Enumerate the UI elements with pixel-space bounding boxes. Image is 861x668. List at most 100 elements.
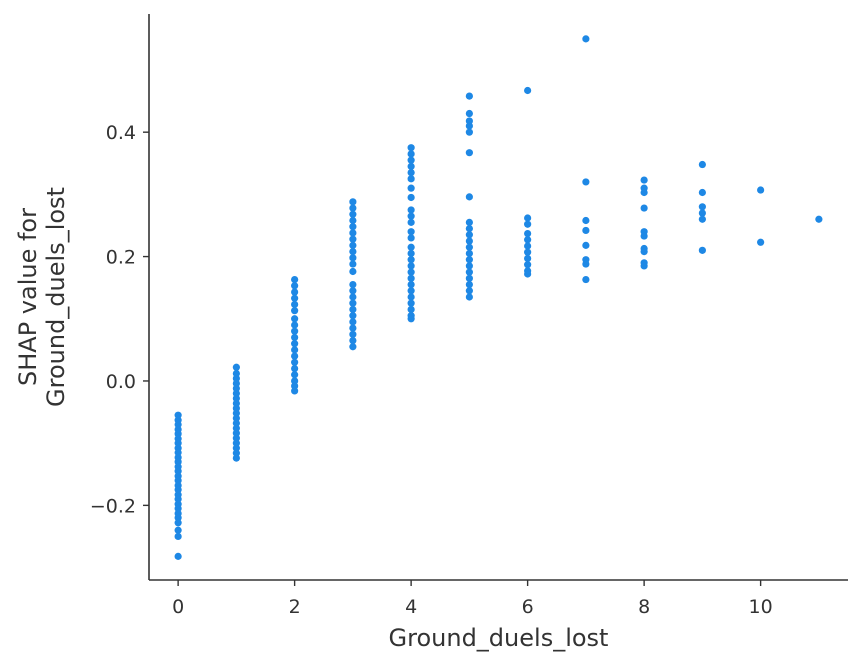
scatter-points (174, 35, 823, 560)
scatter-point (582, 241, 590, 249)
scatter-point (465, 243, 473, 251)
scatter-point (465, 109, 473, 118)
scatter-point (232, 414, 240, 422)
scatter-point (465, 249, 473, 258)
scatter-point (698, 209, 706, 217)
scatter-point (174, 439, 182, 447)
scatter-point (407, 228, 415, 236)
scatter-point (349, 280, 357, 289)
scatter-point (407, 184, 415, 192)
scatter-point (291, 288, 299, 296)
scatter-point (174, 532, 182, 541)
scatter-point (407, 193, 415, 202)
scatter-point (407, 274, 415, 282)
scatter-point (407, 280, 415, 289)
scatter-point (349, 260, 357, 268)
y-tick-label: 0.0 (106, 371, 136, 393)
scatter-point (465, 92, 473, 100)
scatter-point (757, 238, 765, 246)
scatter-point (640, 232, 648, 240)
scatter-point (640, 262, 648, 270)
scatter-point (524, 236, 532, 244)
scatter-point (291, 321, 299, 329)
scatter-point (232, 363, 240, 371)
scatter-point (291, 333, 299, 342)
scatter-point (407, 249, 415, 258)
scatter-point (465, 262, 473, 270)
scatter-point (174, 420, 182, 429)
scatter-point (582, 35, 590, 43)
scatter-point (698, 160, 706, 169)
scatter-point (698, 188, 706, 197)
y-axis-title-line-1: SHAP value for (14, 208, 42, 386)
x-tick-label: 2 (289, 596, 301, 618)
scatter-point (524, 248, 532, 256)
scatter-point (349, 343, 357, 351)
scatter-point (349, 293, 357, 301)
scatter-point (582, 216, 590, 225)
scatter-point (407, 162, 415, 170)
scatter-point (349, 235, 357, 243)
scatter-point (407, 293, 415, 301)
scatter-point (582, 226, 590, 235)
scatter-point (232, 419, 240, 427)
scatter-point (349, 210, 357, 218)
scatter-point (582, 275, 590, 284)
scatter-point (349, 254, 357, 262)
scatter-point (524, 220, 532, 228)
scatter-point (465, 128, 473, 136)
scatter-point (698, 203, 706, 211)
scatter-point (174, 486, 182, 494)
x-tick-label: 0 (172, 596, 184, 618)
scatter-point (291, 340, 299, 348)
scatter-point (291, 346, 299, 354)
scatter-point (815, 215, 823, 223)
scatter-point (524, 270, 532, 278)
scatter-point (582, 260, 590, 268)
scatter-point (174, 526, 182, 534)
scatter-point (640, 188, 648, 197)
scatter-point (291, 315, 299, 323)
scatter-point (465, 193, 473, 201)
scatter-point (291, 275, 299, 284)
scatter-point (349, 324, 357, 332)
scatter-point (232, 399, 240, 407)
scatter-point (349, 267, 357, 276)
scatter-point (349, 198, 357, 206)
scatter-point (465, 122, 473, 130)
scatter-point (465, 293, 473, 301)
scatter-point (174, 552, 182, 560)
scatter-point (465, 237, 473, 245)
scatter-point (291, 282, 299, 290)
scatter-point (232, 384, 240, 393)
scatter-point (174, 514, 182, 522)
scatter-point (407, 206, 415, 214)
scatter-point (757, 186, 765, 194)
scatter-point (232, 449, 240, 457)
scatter-point (524, 214, 532, 222)
scatter-point (349, 248, 357, 256)
scatter-point (232, 374, 240, 383)
scatter-point (232, 439, 240, 447)
scatter-point (407, 218, 415, 226)
scatter-point (465, 287, 473, 295)
scatter-point (174, 504, 182, 513)
scatter-point (349, 336, 357, 345)
scatter-point (407, 315, 415, 323)
scatter-point (232, 424, 240, 432)
y-tick-label: −0.2 (90, 495, 136, 517)
y-tick-label: 0.2 (106, 247, 136, 269)
scatter-point (232, 394, 240, 402)
scatter-point (174, 411, 182, 419)
scatter-point (232, 404, 240, 412)
scatter-point (232, 389, 240, 398)
scatter-point (407, 156, 415, 164)
scatter-point (465, 268, 473, 276)
scatter-point (582, 178, 590, 186)
scatter-point (232, 434, 240, 442)
scatter-point (232, 379, 240, 388)
scatter-point (174, 476, 182, 485)
scatter-point (698, 246, 706, 254)
scatter-point (698, 215, 706, 223)
scatter-point (349, 299, 357, 307)
